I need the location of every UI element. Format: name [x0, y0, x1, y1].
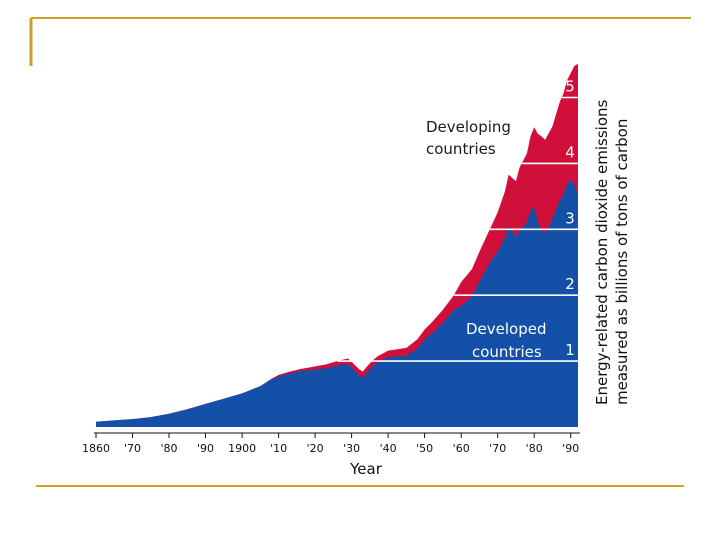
- developed-label-line1: Developed: [466, 320, 547, 338]
- x-tick-label-1900: 1900: [228, 442, 256, 455]
- y-axis-title-line2: measured as billions of tons of carbon: [613, 119, 631, 405]
- area-layer: [96, 63, 578, 428]
- developed-countries-area: [96, 179, 578, 427]
- gridline-label-4: 4: [565, 143, 575, 161]
- gridline-label-5: 5: [565, 78, 575, 96]
- gridline-label-3: 3: [565, 209, 575, 227]
- x-tick-label-1880: '80: [160, 442, 177, 455]
- gridline-label-layer: 1 2 3 4 5: [565, 78, 575, 360]
- gridline-layer: [337, 96, 578, 362]
- y-axis-title-line1: Energy-related carbon dioxide emissions: [593, 99, 611, 405]
- x-tick-label-1990: '90: [562, 442, 579, 455]
- x-tick-label-1940: '40: [380, 442, 397, 455]
- x-axis-ticks: 1860 '70 '80 '90 1900 '10 '20 '30 '40 '50 '60 '70 '8…: [82, 433, 579, 455]
- x-tick-label-1860: 1860: [82, 442, 110, 455]
- x-tick-label-1890: '90: [197, 442, 214, 455]
- developing-label-line2: countries: [426, 140, 496, 158]
- x-tick-label-1930: '30: [343, 442, 360, 455]
- x-tick-label-1960: '60: [453, 442, 470, 455]
- x-tick-label-1970: '70: [489, 442, 506, 455]
- x-tick-label-1920: '20: [307, 442, 324, 455]
- developing-label-line1: Developing: [426, 118, 511, 136]
- x-tick-label-1910: '10: [270, 442, 287, 455]
- gridline-label-1: 1: [565, 341, 575, 359]
- gridline-label-2: 2: [565, 275, 575, 293]
- x-tick-label-1980: '80: [526, 442, 543, 455]
- x-axis-title: Year: [349, 460, 383, 478]
- x-tick-label-1870: '70: [124, 442, 141, 455]
- x-tick-label-1950: '50: [416, 442, 433, 455]
- developed-label-line2: countries: [472, 343, 542, 361]
